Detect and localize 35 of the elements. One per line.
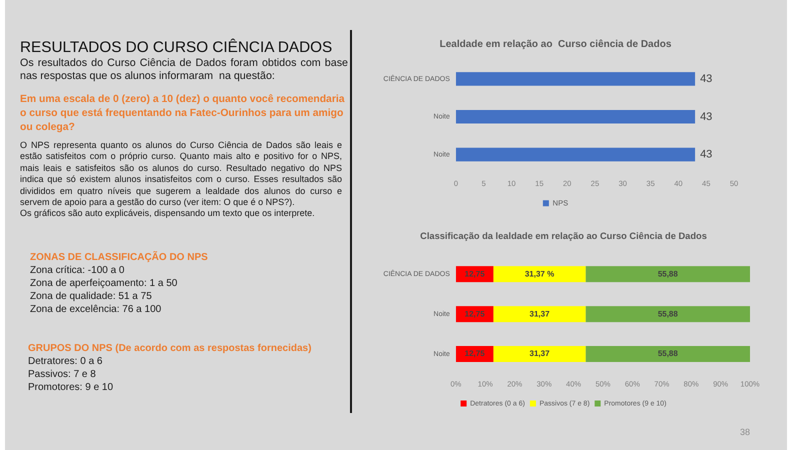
data-label: 12,75 <box>464 349 486 358</box>
text: Os resultados do Curso Ciência de Dados foram obtidos com base nas respostas que os alunos informaram na questão: <box>20 57 348 83</box>
data-label: 55,88 <box>658 269 678 278</box>
data-label: 31,37 <box>530 309 550 318</box>
chart-title: Classificação da lealdade em relação ao Curso Ciência de Dados <box>420 231 707 242</box>
text: GRUPOS DO NPS (De acordo com as respostas fornecidas) <box>28 342 312 355</box>
data-label: 12,75 <box>464 269 486 278</box>
text: Zona de aperfeiçoamento: 1 a 50 <box>30 277 178 290</box>
text: Zona de qualidade: 51 a 75 <box>30 290 153 303</box>
text: Promotores: 9 e 10 <box>28 381 114 394</box>
data-label: 55,88 <box>658 309 678 318</box>
data-label: 31,37 % <box>524 269 554 278</box>
text: RESULTADOS DO CURSO CIÊNCIA DADOS <box>20 39 334 57</box>
bar <box>493 266 586 282</box>
text: Passivos: 7 e 8 <box>28 368 97 381</box>
text: Detratores: 0 a 6 <box>28 355 104 368</box>
data-label: 12,75 <box>464 309 486 318</box>
bar <box>586 266 750 282</box>
data-label: 43 <box>700 110 712 123</box>
bar <box>493 346 586 362</box>
bar <box>586 306 750 322</box>
text: Zona crítica: -100 a 0 <box>30 264 126 277</box>
text: Zona de excelência: 76 a 100 <box>30 303 162 316</box>
bar <box>493 306 586 322</box>
chart-title: Lealdade em relação ao Curso ciência de Dados <box>440 38 672 50</box>
text: Os gráficos são auto explicáveis, dispensando um texto que os interprete. <box>20 208 316 220</box>
data-label: 43 <box>700 148 712 161</box>
text: 38 <box>740 427 750 437</box>
text: O NPS representa quanto os alunos do Curso Ciência de Dados são leais e estão satisfeitos com o próprio curso. Quanto mais alto e positivo for o NPS, mais leais e satisfeitos são os alunos do curso. Resultado negativo do NPS indica que só existem alunos insatisfeitos com o curso. Esses resultados são divididos em quatro níveis que sugerem a lealdade dos alunos do curso e servem de apoio para a gestão do curso (ver item: O que é o NPS?). <box>20 140 342 208</box>
data-label: 55,88 <box>658 349 678 358</box>
data-label: 43 <box>700 72 712 85</box>
bar <box>586 346 750 362</box>
text: ZONAS DE CLASSIFICAÇÃO DO NPS <box>30 251 209 264</box>
text: Em uma escala de 0 (zero) a 10 (dez) o quanto você recomendaria o curso que está frequentando na Fatec-Ourinhos para um amigo ou colega? <box>20 93 346 135</box>
data-label: 31,37 <box>530 349 550 358</box>
